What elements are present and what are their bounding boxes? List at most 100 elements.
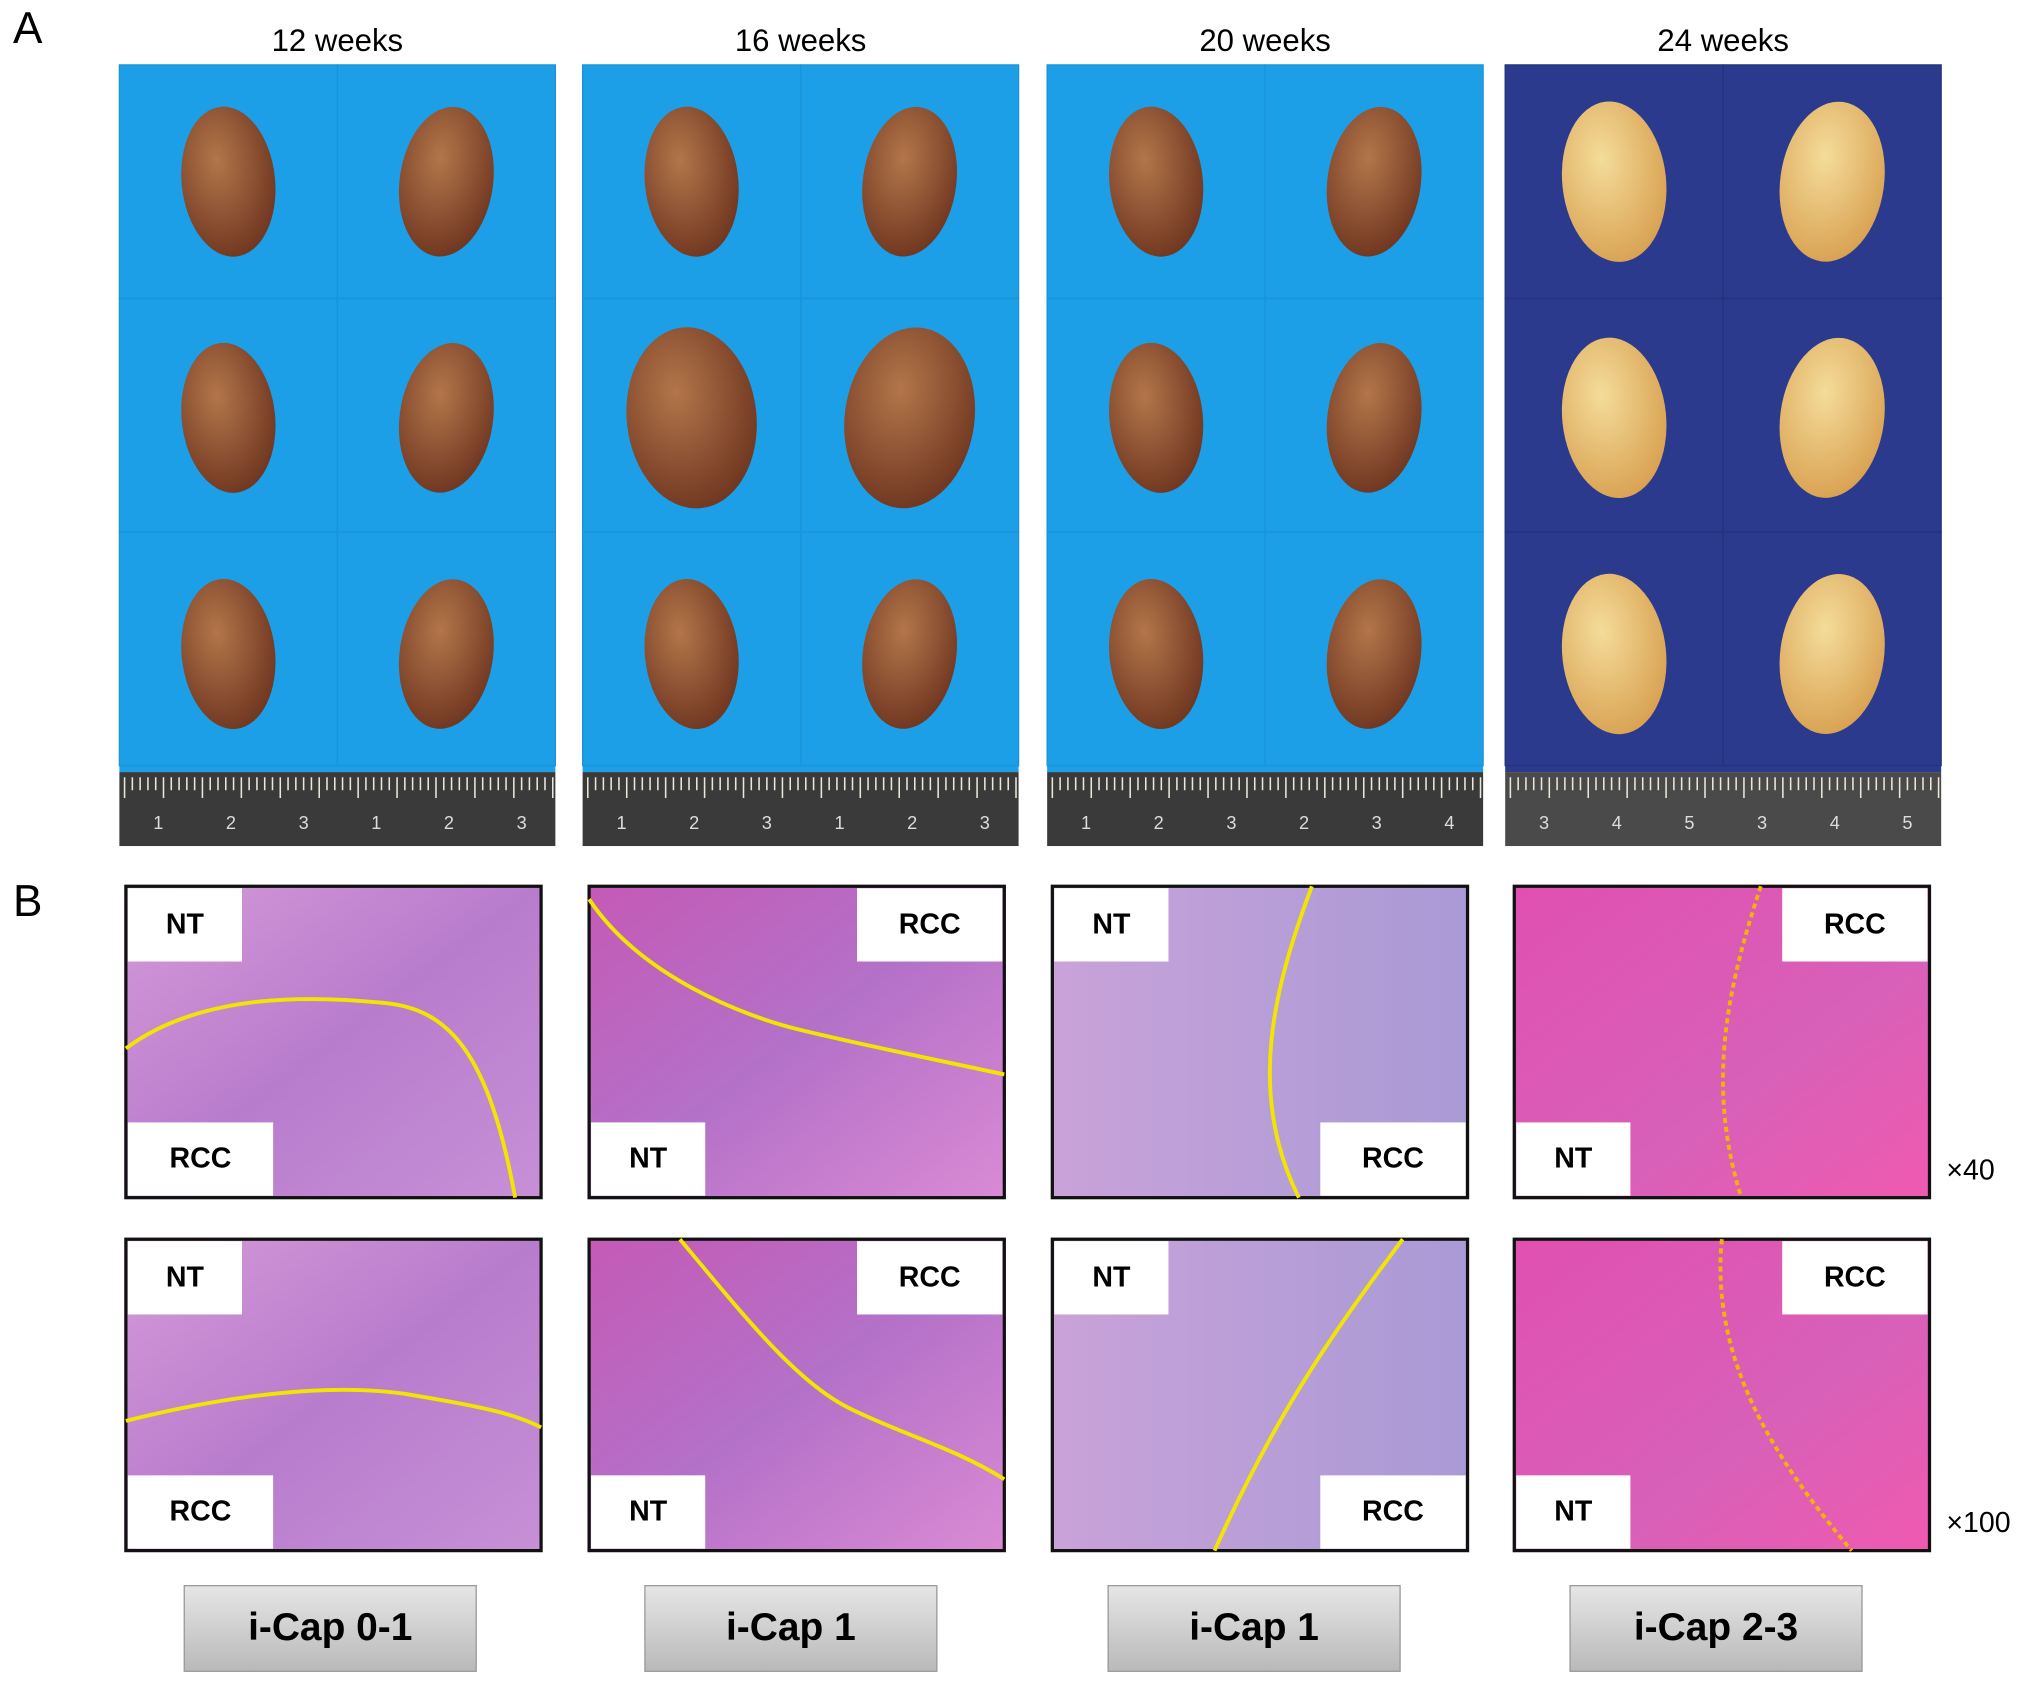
label-box <box>1516 1475 1631 1549</box>
tissue-label: RCC <box>899 908 961 940</box>
tissue-label: NT <box>1554 1143 1593 1175</box>
grade-badge <box>644 1585 938 1672</box>
ruler-number: 3 <box>1539 813 1549 833</box>
label-box <box>1320 1475 1466 1549</box>
grade-label: i-Cap 1 <box>726 1606 856 1649</box>
tissue-label: RCC <box>1362 1496 1424 1528</box>
tumor-boundary <box>587 898 1005 1077</box>
tumor-boundary <box>1267 885 1314 1199</box>
label-box <box>127 1475 274 1549</box>
ruler-number: 1 <box>153 813 163 833</box>
label-box <box>127 1122 274 1196</box>
kidney <box>644 106 739 257</box>
kidney <box>1779 337 1885 498</box>
label-box <box>127 888 242 962</box>
label-box <box>1516 1122 1631 1196</box>
grade-label: i-Cap 1 <box>1189 1606 1319 1649</box>
tumor-boundary <box>124 997 518 1199</box>
label-box <box>127 1241 242 1315</box>
tissue-label: RCC <box>1824 908 1886 940</box>
tumor-boundary <box>1718 1239 1854 1552</box>
kidney <box>398 579 494 729</box>
panel-label: A <box>13 4 43 53</box>
label-box <box>1054 888 1169 962</box>
tumor-boundary <box>1721 885 1763 1199</box>
ruler-number: 2 <box>444 813 454 833</box>
tissue-label: NT <box>1554 1496 1593 1528</box>
ruler-number: 2 <box>1299 813 1309 833</box>
label-box <box>1054 1241 1169 1315</box>
kidney <box>1109 342 1204 493</box>
tissue-label: RCC <box>1362 1143 1424 1175</box>
kidney <box>862 579 958 729</box>
magnification: ×100 <box>1946 1507 2010 1539</box>
tissue-label: NT <box>1092 908 1131 940</box>
tissue-label: NT <box>166 1261 205 1293</box>
kidney <box>1109 106 1204 257</box>
label-box <box>591 1475 706 1549</box>
tissue-label: NT <box>629 1496 668 1528</box>
kidney <box>1779 101 1885 262</box>
tissue-label: RCC <box>170 1496 232 1528</box>
grade-badge <box>1569 1585 1863 1672</box>
kidney <box>1326 106 1422 257</box>
ruler-number: 3 <box>1372 813 1382 833</box>
photo-tile <box>336 531 557 767</box>
tissue-label: NT <box>166 908 205 940</box>
label-box <box>591 1122 706 1196</box>
label-box <box>857 1241 1003 1315</box>
ruler-number: 3 <box>980 813 990 833</box>
kidney <box>1561 101 1667 262</box>
tissue-label: RCC <box>899 1261 961 1293</box>
kidney <box>1326 579 1422 729</box>
kidney <box>626 327 757 509</box>
photo-tile <box>799 531 1020 767</box>
ruler-number: 5 <box>1684 813 1694 833</box>
kidney <box>398 343 494 493</box>
kidney <box>181 342 276 493</box>
kidney <box>844 327 976 509</box>
kidney <box>181 106 276 257</box>
ruler-number: 1 <box>616 813 626 833</box>
column-title: 16 weeks <box>735 23 867 58</box>
panel-label: B <box>13 877 42 926</box>
label-box <box>1782 888 1928 962</box>
kidney <box>1561 337 1667 499</box>
grade-badge <box>183 1585 477 1672</box>
tissue-label: NT <box>629 1143 668 1175</box>
label-box <box>857 888 1003 962</box>
tissue-label: RCC <box>170 1143 232 1175</box>
tumor-boundary <box>1212 1238 1405 1552</box>
ruler-number: 1 <box>1081 813 1091 833</box>
column-title: 12 weeks <box>272 23 404 58</box>
kidney <box>398 106 494 257</box>
ruler-number: 4 <box>1612 813 1622 833</box>
ruler-number: 2 <box>907 813 917 833</box>
ruler-number: 3 <box>1757 813 1767 833</box>
kidney <box>181 578 276 730</box>
photo-tile <box>1264 531 1484 767</box>
kidney <box>1109 578 1204 730</box>
ruler-number: 2 <box>689 813 699 833</box>
kidney <box>1779 574 1885 734</box>
column-title: 24 weeks <box>1657 23 1789 58</box>
column-title: 20 weeks <box>1199 23 1331 58</box>
magnification: ×40 <box>1946 1154 1994 1186</box>
ruler-number: 3 <box>1226 813 1236 833</box>
photo-tile <box>1722 531 1942 767</box>
tumor-boundary <box>125 1387 542 1430</box>
ruler-number: 5 <box>1902 813 1912 833</box>
grade-label: i-Cap 0-1 <box>248 1606 412 1649</box>
ruler-number: 3 <box>762 813 772 833</box>
tissue-label: NT <box>1092 1261 1131 1293</box>
ruler-number: 1 <box>371 813 381 833</box>
kidney <box>644 578 739 730</box>
ruler-number: 2 <box>1154 813 1164 833</box>
label-box <box>1320 1122 1466 1196</box>
label-box <box>1782 1241 1928 1315</box>
ruler-number: 4 <box>1830 813 1840 833</box>
grade-badge <box>1107 1585 1401 1672</box>
ruler-number: 2 <box>226 813 236 833</box>
tissue-label: RCC <box>1824 1261 1886 1293</box>
